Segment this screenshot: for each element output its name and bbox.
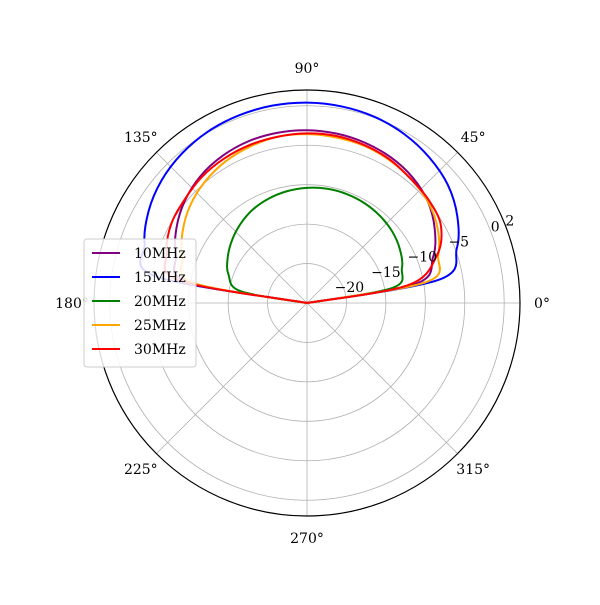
series-line-25mhz: [179, 133, 441, 304]
series-line-10mhz: [173, 129, 437, 304]
angle-gridline: [156, 152, 308, 304]
angle-tick-label: 90°: [295, 61, 320, 77]
angle-gridline: [156, 302, 308, 454]
legend: 10MHz 15MHz 20MHz 25MHz 30MHz: [83, 238, 197, 368]
legend-label: 15MHz: [134, 270, 186, 286]
series-line-15mhz: [139, 101, 460, 304]
radial-tick-label: −5: [448, 235, 469, 251]
radial-tick-label: 2: [505, 213, 514, 229]
radial-gridline: [227, 223, 387, 383]
series-line-20mhz: [226, 186, 404, 304]
angle-tick-label: 270°: [290, 531, 324, 547]
angle-tick-label: 315°: [456, 462, 490, 478]
legend-box: [83, 238, 197, 368]
series-layer: [139, 101, 460, 304]
angle-gridline: [306, 302, 458, 454]
radial-tick-label: −15: [371, 265, 401, 281]
angle-tick-label: 0°: [534, 296, 550, 312]
label-layer: 0° 45° 90° 135° 180° 225° 270° 315° −20 −15 −10 −5 0…: [55, 61, 550, 547]
legend-label: 10MHz: [134, 246, 186, 262]
angle-gridline: [306, 152, 458, 304]
legend-label: 20MHz: [134, 294, 186, 310]
angle-tick-label: 225°: [124, 462, 158, 478]
radial-gridline: [267, 263, 347, 343]
radial-tick-label: −20: [335, 280, 365, 296]
legend-label: 30MHz: [134, 342, 186, 358]
angle-tick-label: 180°: [55, 296, 89, 312]
angle-tick-label: 135°: [124, 130, 158, 146]
angle-tick-label: 45°: [461, 130, 486, 146]
radial-tick-label: −10: [408, 250, 438, 266]
legend-label: 25MHz: [134, 318, 186, 334]
series-line-30mhz: [163, 132, 443, 304]
radial-tick-label: 0: [491, 220, 500, 236]
